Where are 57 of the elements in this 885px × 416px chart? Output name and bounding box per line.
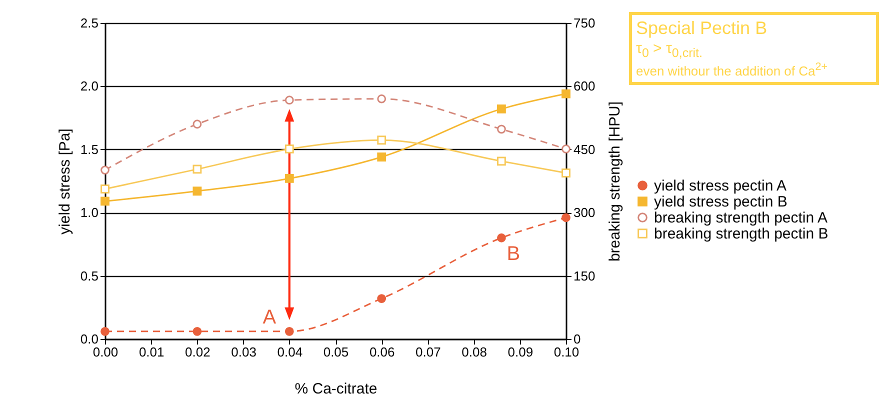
point bbox=[100, 166, 110, 174]
x-tick-label: 0.01 bbox=[138, 344, 164, 360]
legend-label: breaking strength pectin B bbox=[654, 226, 828, 242]
point bbox=[284, 144, 294, 154]
x-tick-label: 0.00 bbox=[92, 344, 118, 360]
y-tick-label: 0.5 bbox=[80, 268, 98, 284]
point bbox=[377, 294, 386, 304]
point bbox=[377, 136, 386, 145]
point bbox=[562, 168, 570, 178]
x-tick-label: 0.07 bbox=[416, 344, 441, 360]
point bbox=[562, 89, 570, 98]
x-tick-label: 0.02 bbox=[185, 344, 210, 360]
y-tick-label: 0.0 bbox=[80, 332, 98, 346]
legend-label: yield stress pectin A bbox=[654, 178, 787, 194]
point bbox=[284, 326, 294, 336]
point bbox=[100, 184, 110, 194]
legend-label: breaking strength pectin A bbox=[654, 210, 828, 226]
y2-tick-label: 600 bbox=[574, 78, 596, 94]
y2-tick-label: 750 bbox=[574, 16, 596, 30]
text: Special Pectin B bbox=[636, 17, 768, 40]
annotation: B bbox=[506, 242, 520, 265]
point bbox=[100, 326, 110, 336]
point bbox=[192, 164, 202, 174]
point bbox=[284, 174, 294, 183]
point bbox=[192, 326, 202, 336]
x-tick-label: 0.10 bbox=[554, 344, 580, 360]
point bbox=[497, 156, 506, 166]
y-tick-label: 1.5 bbox=[80, 142, 98, 157]
annotation: A bbox=[262, 306, 277, 328]
point bbox=[497, 104, 506, 114]
y2-tick-label: 0 bbox=[574, 332, 581, 346]
x-tick-label: 0.09 bbox=[508, 344, 534, 360]
point bbox=[100, 196, 110, 206]
point bbox=[192, 186, 202, 196]
y-axis-title: yield stress [Pa] bbox=[56, 128, 74, 234]
point bbox=[377, 152, 386, 162]
x-tick-label: 0.05 bbox=[323, 344, 349, 360]
point bbox=[377, 94, 386, 104]
x-tick-label: 0.06 bbox=[369, 344, 395, 360]
y-tick-label: 1.0 bbox=[80, 205, 98, 220]
y2-tick-label: 300 bbox=[574, 205, 596, 220]
y2-axis-title: breaking strength [HPU] bbox=[606, 101, 624, 262]
x-tick-label: 0.04 bbox=[277, 344, 303, 360]
point bbox=[192, 120, 202, 129]
x-tick-label: 0.08 bbox=[462, 344, 487, 360]
legend-label: yield stress pectin B bbox=[654, 194, 788, 210]
text: even withour the addition of Ca$^{2+}$ bbox=[636, 61, 829, 80]
point bbox=[284, 96, 294, 105]
point bbox=[497, 233, 506, 242]
point bbox=[497, 124, 506, 134]
y2-tick-label: 450 bbox=[574, 142, 596, 157]
y-tick-label: 2.0 bbox=[80, 78, 98, 94]
x-axis-title: % Ca-citrate bbox=[294, 380, 378, 398]
y-tick-label: 2.5 bbox=[80, 16, 98, 30]
x-tick-label: 0.03 bbox=[231, 344, 256, 360]
text: τ$_{0}$ > τ$_{0,crit.}$ bbox=[636, 40, 704, 62]
y2-tick-label: 150 bbox=[574, 268, 596, 284]
